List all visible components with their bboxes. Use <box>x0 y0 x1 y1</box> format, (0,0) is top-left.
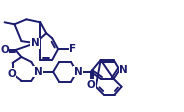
Text: N: N <box>31 38 40 48</box>
Text: F: F <box>69 44 77 54</box>
Text: N: N <box>74 67 82 77</box>
Text: O: O <box>0 45 9 55</box>
Text: N: N <box>119 65 128 75</box>
Text: O: O <box>86 80 95 90</box>
Text: O: O <box>7 69 16 79</box>
Text: N: N <box>34 67 43 77</box>
